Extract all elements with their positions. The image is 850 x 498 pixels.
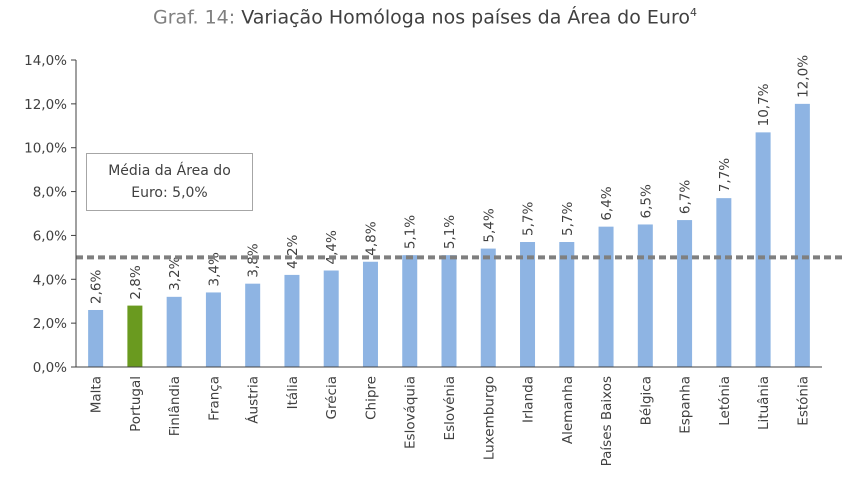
x-axis-category-labels: Malta Portugal Finlândia França Áustria Itáli… — [89, 376, 812, 466]
bar — [598, 226, 614, 367]
data-label: 6,5% — [638, 184, 654, 218]
bar — [88, 309, 104, 367]
data-label: 5,7% — [521, 202, 537, 236]
bar — [441, 255, 457, 367]
data-label: 4,8% — [363, 221, 379, 255]
bar — [677, 220, 693, 367]
category-label: Portugal — [128, 376, 144, 432]
data-label: 7,7% — [717, 158, 733, 192]
bar — [402, 255, 418, 367]
bar — [794, 103, 810, 367]
bar — [362, 261, 378, 367]
bar — [166, 296, 182, 367]
category-label: Eslovénia — [442, 376, 458, 440]
category-label: Letónia — [717, 376, 733, 426]
data-label: 5,7% — [560, 202, 576, 236]
y-tick-label: 10,0% — [24, 141, 67, 157]
data-label: 5,1% — [403, 215, 419, 249]
data-label: 12,0% — [795, 55, 811, 98]
y-tick-label: 2,0% — [33, 316, 67, 332]
category-label: Bélgica — [638, 376, 654, 425]
bar — [127, 305, 143, 367]
data-label: 5,1% — [442, 215, 458, 249]
y-tick-label: 14,0% — [24, 53, 67, 69]
y-tick-label: 0,0% — [33, 360, 67, 376]
data-label: 4,2% — [285, 234, 301, 268]
bar — [245, 283, 261, 367]
category-label: Espanha — [678, 376, 694, 434]
bar — [716, 198, 732, 367]
bar — [284, 274, 300, 367]
data-label: 10,7% — [756, 83, 772, 126]
data-label: 2,6% — [89, 270, 105, 304]
chart-title-prefix: Graf. 14: — [153, 6, 242, 29]
y-tick-label: 8,0% — [33, 185, 67, 201]
data-label: 3,8% — [246, 243, 262, 277]
bar — [520, 242, 536, 367]
category-label: Luxemburgo — [481, 376, 497, 460]
bar — [755, 132, 771, 367]
data-label: 5,4% — [481, 208, 497, 242]
data-label: 3,2% — [167, 256, 183, 290]
y-tick-label: 4,0% — [33, 272, 67, 288]
category-label: Malta — [89, 376, 105, 413]
bar — [205, 292, 221, 367]
y-tick-label: 12,0% — [24, 97, 67, 113]
bar — [637, 224, 653, 367]
category-label: Finlândia — [167, 376, 183, 436]
category-label: Áustria — [245, 376, 262, 424]
category-label: Grécia — [324, 376, 340, 419]
y-axis-ticks: 0,0% 2,0% 4,0% 6,0% 8,0% 10,0% 12,0% 14,0% — [24, 53, 76, 376]
annotation-line-1: Média da Área do — [108, 163, 231, 179]
average-annotation-box: Média da Área do Euro: 5,0% — [86, 153, 253, 211]
data-label: 4,4% — [324, 230, 340, 264]
data-label: 2,8% — [128, 265, 144, 299]
category-label: Eslováquia — [403, 376, 419, 449]
bar — [323, 270, 339, 367]
category-label: Irlanda — [521, 376, 537, 423]
data-label: 3,4% — [206, 252, 222, 286]
category-label: França — [206, 376, 222, 421]
category-label: Lituânia — [756, 376, 772, 430]
chart-title-main: Variação Homóloga nos países da Área do … — [241, 6, 690, 29]
annotation-line-2: Euro: 5,0% — [131, 185, 208, 201]
category-label: Estónia — [795, 376, 811, 426]
category-label: Chipre — [363, 376, 379, 420]
data-labels: 2,6% 2,8% 3,2% 3,4% 3,8% 4,2% 4,4% 4,8% 5,1% 5,1%… — [89, 55, 812, 304]
category-label: Países Baixos — [599, 376, 615, 466]
y-tick-label: 6,0% — [33, 228, 67, 244]
category-label: Alemanha — [560, 376, 576, 444]
data-label: 6,7% — [678, 180, 694, 214]
chart-title-footnote: 4 — [689, 6, 697, 19]
bar — [559, 242, 575, 367]
category-label: Itália — [285, 376, 301, 409]
bar — [480, 248, 496, 367]
data-label: 6,4% — [599, 186, 615, 220]
chart-title: Graf. 14: Variação Homóloga nos países d… — [0, 6, 850, 28]
bars — [88, 103, 810, 367]
